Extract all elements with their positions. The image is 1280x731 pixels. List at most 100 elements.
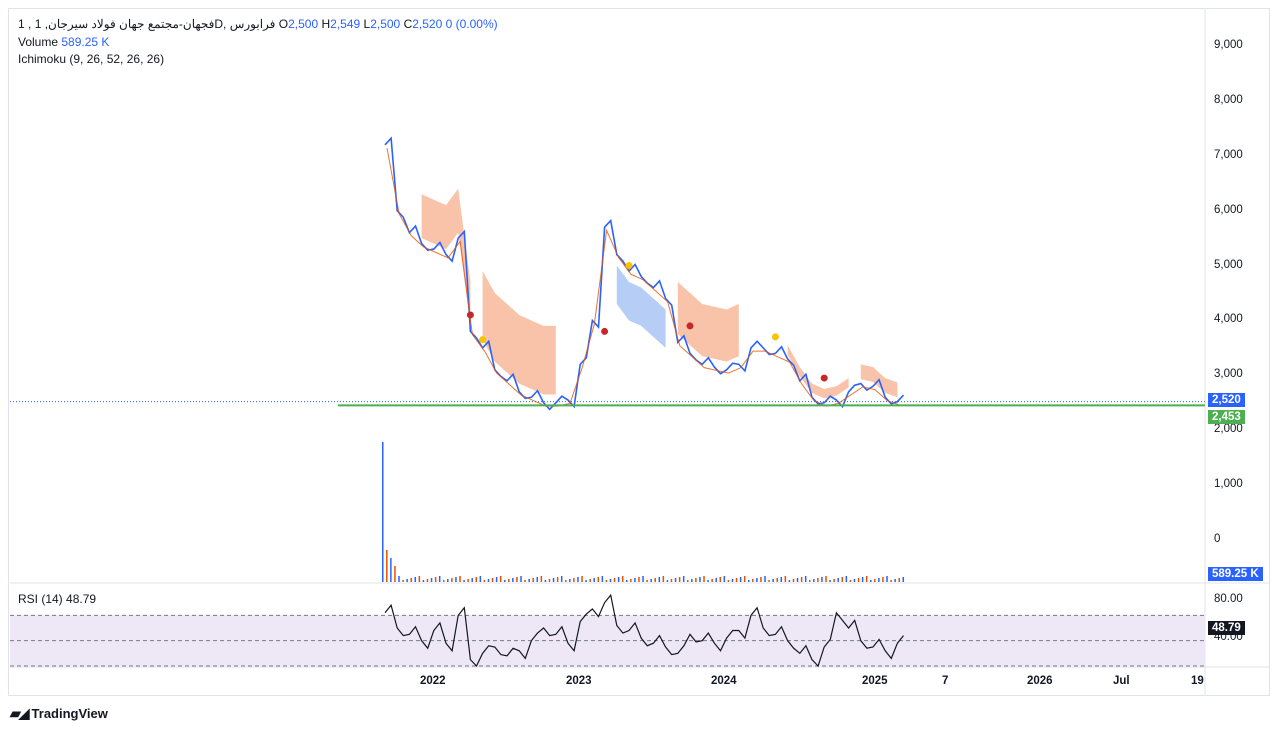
volume-bar: [556, 577, 559, 582]
legend-volume-value: 589.25 K: [61, 35, 110, 49]
signal-dot: [479, 336, 487, 344]
volume-bar: [585, 580, 587, 582]
chart-frame: [8, 8, 1270, 696]
volume-bar: [809, 580, 811, 582]
volume-bar: [841, 577, 844, 582]
volume-bar: [796, 578, 799, 582]
volume-bar: [748, 580, 750, 582]
support-price-badge: 2,453: [1208, 410, 1245, 424]
volume-bar: [825, 576, 827, 582]
volume-bar: [646, 580, 648, 582]
volume-bar: [418, 576, 421, 582]
volume-bar: [426, 579, 429, 582]
volume-bar: [886, 576, 888, 582]
volume-bar: [845, 576, 848, 582]
volume-bar: [743, 576, 746, 582]
volume-bar: [398, 576, 400, 582]
ichimoku-cloud-bear: [421, 188, 471, 326]
time-axis-tick: 2026: [1027, 675, 1053, 687]
rsi-line: [384, 593, 904, 668]
volume-bar: [902, 577, 905, 582]
price-axis-tick: 4,000: [1214, 313, 1243, 326]
volume-bar: [422, 580, 425, 582]
volume-bar: [731, 579, 734, 582]
volume-bar: [552, 578, 555, 582]
legend-close-label: C: [403, 17, 413, 31]
price-axis-tick: 3,000: [1214, 368, 1243, 381]
volume-bar: [483, 580, 486, 582]
volume-bar: [443, 580, 445, 582]
price-axis-tick: 7,000: [1214, 148, 1243, 161]
volume-bar: [650, 579, 652, 582]
volume-bar: [491, 578, 494, 582]
volume-bar: [601, 576, 604, 582]
legend-rsi-row[interactable]: RSI (14) 48.79: [18, 591, 96, 607]
price-axis-tick: 5,000: [1214, 258, 1243, 271]
price-axis-tick: 8,000: [1214, 93, 1243, 106]
signal-dot: [601, 327, 609, 335]
time-axis-tick: 2025: [862, 675, 888, 687]
time-axis-tick: Jul: [1113, 675, 1130, 687]
volume-bar: [630, 579, 632, 582]
legend-symbol-name[interactable]: فجهان-مجتمع جهان فولاد سیرجان, 1D, فرابو…: [34, 17, 276, 31]
volume-bar: [512, 578, 514, 582]
volume-bar: [390, 558, 392, 582]
volume-bar: [898, 578, 900, 582]
volume-bar: [760, 577, 762, 582]
volume-bar: [447, 579, 449, 582]
volume-bar: [813, 579, 815, 582]
volume-bar: [593, 578, 595, 582]
volume-bar: [756, 578, 758, 582]
rsi-badge: 48.79: [1208, 621, 1245, 635]
volume-bar: [735, 578, 738, 582]
volume-bar: [402, 580, 404, 582]
volume-bar: [471, 578, 473, 582]
volume-bar: [536, 577, 539, 582]
legend-low-label: L: [363, 17, 371, 31]
volume-bar: [410, 578, 412, 582]
volume-bar: [707, 580, 709, 582]
legend-ichimoku-label: Ichimoku (9, 26, 52, 26, 26): [18, 52, 165, 66]
volume-bar: [532, 578, 534, 582]
tradingview-branding[interactable]: ▰◢ TradingView: [10, 705, 108, 722]
volume-bar: [784, 576, 787, 582]
price-axis-tick: 1,000: [1214, 478, 1243, 491]
volume-bar: [800, 577, 803, 582]
volume-bar: [829, 580, 831, 582]
legend-close-value: 2,520: [412, 17, 443, 31]
legend-volume-row[interactable]: Volume 589.25 K: [18, 34, 109, 50]
volume-bar: [674, 578, 677, 582]
tradingview-logo-icon: ▰◢: [10, 705, 29, 721]
volume-bar: [455, 577, 457, 582]
signal-dot: [686, 322, 694, 330]
tradingview-brand-text: TradingView: [31, 706, 108, 721]
volume-bar: [865, 576, 868, 582]
volume-bar: [837, 578, 839, 582]
volume-bar: [434, 577, 437, 582]
ichimoku-cloud-bear: [482, 271, 556, 395]
signal-dot: [466, 311, 474, 319]
price-axis-tick: 9,000: [1214, 39, 1243, 51]
volume-bar: [768, 580, 770, 582]
time-axis-tick: 7: [942, 675, 949, 687]
volume-bar: [638, 577, 640, 582]
legend-symbol[interactable]: 1 ,: [18, 17, 32, 31]
legend-symbol-row: 1 , فجهان-مجتمع جهان فولاد سیرجان, 1D, ف…: [18, 16, 498, 32]
volume-bar: [861, 577, 864, 582]
volume-bar: [870, 580, 872, 582]
legend-high-value: 2,549: [330, 17, 361, 31]
legend-ichimoku-row[interactable]: Ichimoku (9, 26, 52, 26, 26): [18, 51, 164, 67]
signal-dot: [625, 262, 633, 270]
signal-dot: [820, 374, 828, 382]
volume-bar: [780, 577, 783, 582]
volume-bar: [894, 579, 896, 582]
signal-dot: [771, 333, 779, 341]
price-axis-tick: 6,000: [1214, 203, 1243, 216]
volume-bar: [626, 580, 628, 582]
volume-bar: [463, 580, 465, 582]
volume-bar: [479, 576, 482, 582]
volume-bar: [670, 579, 673, 582]
volume-bar: [666, 580, 669, 582]
time-axis-tick: 19: [1191, 675, 1204, 687]
